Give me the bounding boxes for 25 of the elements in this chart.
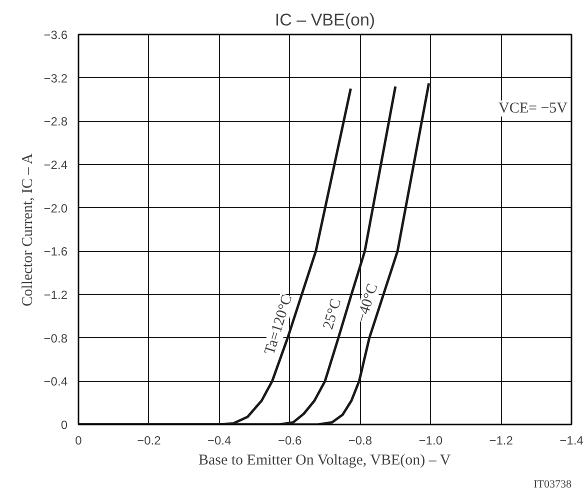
text: IT03738	[534, 478, 572, 490]
text: 25°C	[320, 296, 345, 332]
x-tick-label: −0.8	[348, 434, 372, 448]
y-tick-label: 0	[60, 418, 68, 432]
x-tick-label: −1.0	[418, 434, 443, 448]
x-tick-label: −0.2	[137, 434, 162, 448]
y-tick-label: −3.2	[44, 71, 68, 86]
y-tick-label: −2.0	[44, 201, 68, 216]
y-axis-title: Collector Current, IC – A	[20, 153, 36, 306]
chart-title: IC – VBE(on)	[274, 10, 376, 30]
x-tick-label: −1.4	[560, 434, 584, 448]
y-tick-label: −2.8	[44, 114, 68, 129]
x-tick-label: 0	[75, 434, 82, 448]
y-tick-label: −1.6	[44, 244, 68, 259]
x-axis-title: Base to Emitter On Voltage, VBE(on) – V	[198, 452, 451, 468]
x-tick-label: −0.4	[208, 434, 232, 448]
annotation: VCE= −5V	[498, 100, 568, 116]
x-tick-label: −0.6	[278, 434, 302, 448]
y-tick-label: −2.4	[44, 158, 68, 172]
y-tick-label: −3.6	[44, 28, 68, 42]
y-tick-label: −0.4	[44, 374, 68, 389]
text: −40°C	[354, 282, 382, 324]
y-tick-label: −0.8	[44, 331, 68, 346]
x-tick-label: −1.2	[489, 434, 514, 448]
y-tick-label: −1.2	[44, 288, 68, 302]
